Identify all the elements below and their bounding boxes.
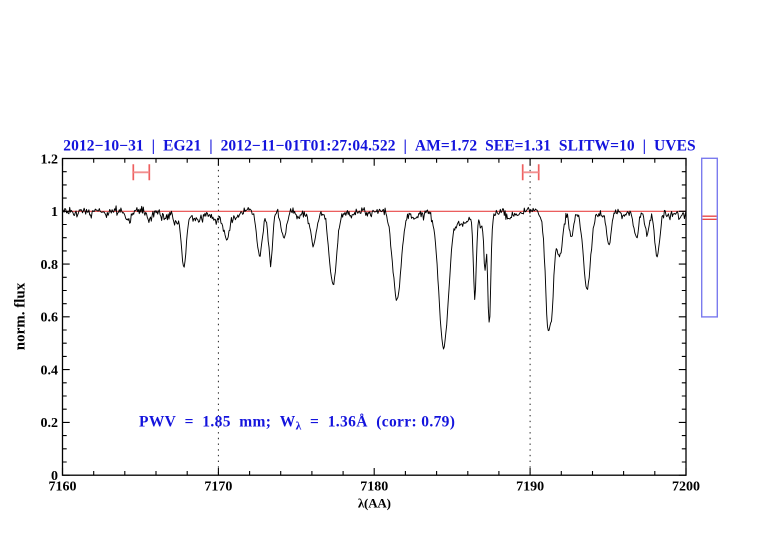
svg-text:7180: 7180 <box>360 480 388 495</box>
svg-text:7170: 7170 <box>204 480 232 495</box>
svg-text:0.4: 0.4 <box>41 363 59 378</box>
svg-text:0.8: 0.8 <box>41 258 59 273</box>
svg-text:0.6: 0.6 <box>41 311 59 326</box>
svg-text:2012−10−31 | EG21 | 2012−1: 2012−10−31 | EG21 | 2012−11−01T01:27:04.… <box>63 137 695 154</box>
svg-text:0.2: 0.2 <box>41 416 59 431</box>
svg-text:1: 1 <box>51 205 58 220</box>
svg-text:0: 0 <box>51 469 58 484</box>
svg-text:7200: 7200 <box>672 480 700 495</box>
svg-text:norm. flux: norm. flux <box>13 282 29 350</box>
svg-text:PWV = 1.85 mm; Wλ = 1.36: PWV = 1.85 mm; Wλ = 1.36Å (corr: 0.79) <box>139 413 455 432</box>
svg-text:λ(AA): λ(AA) <box>358 495 391 510</box>
svg-text:1.2: 1.2 <box>41 152 59 167</box>
svg-text:7190: 7190 <box>516 480 544 495</box>
svg-text:7160: 7160 <box>49 480 77 495</box>
